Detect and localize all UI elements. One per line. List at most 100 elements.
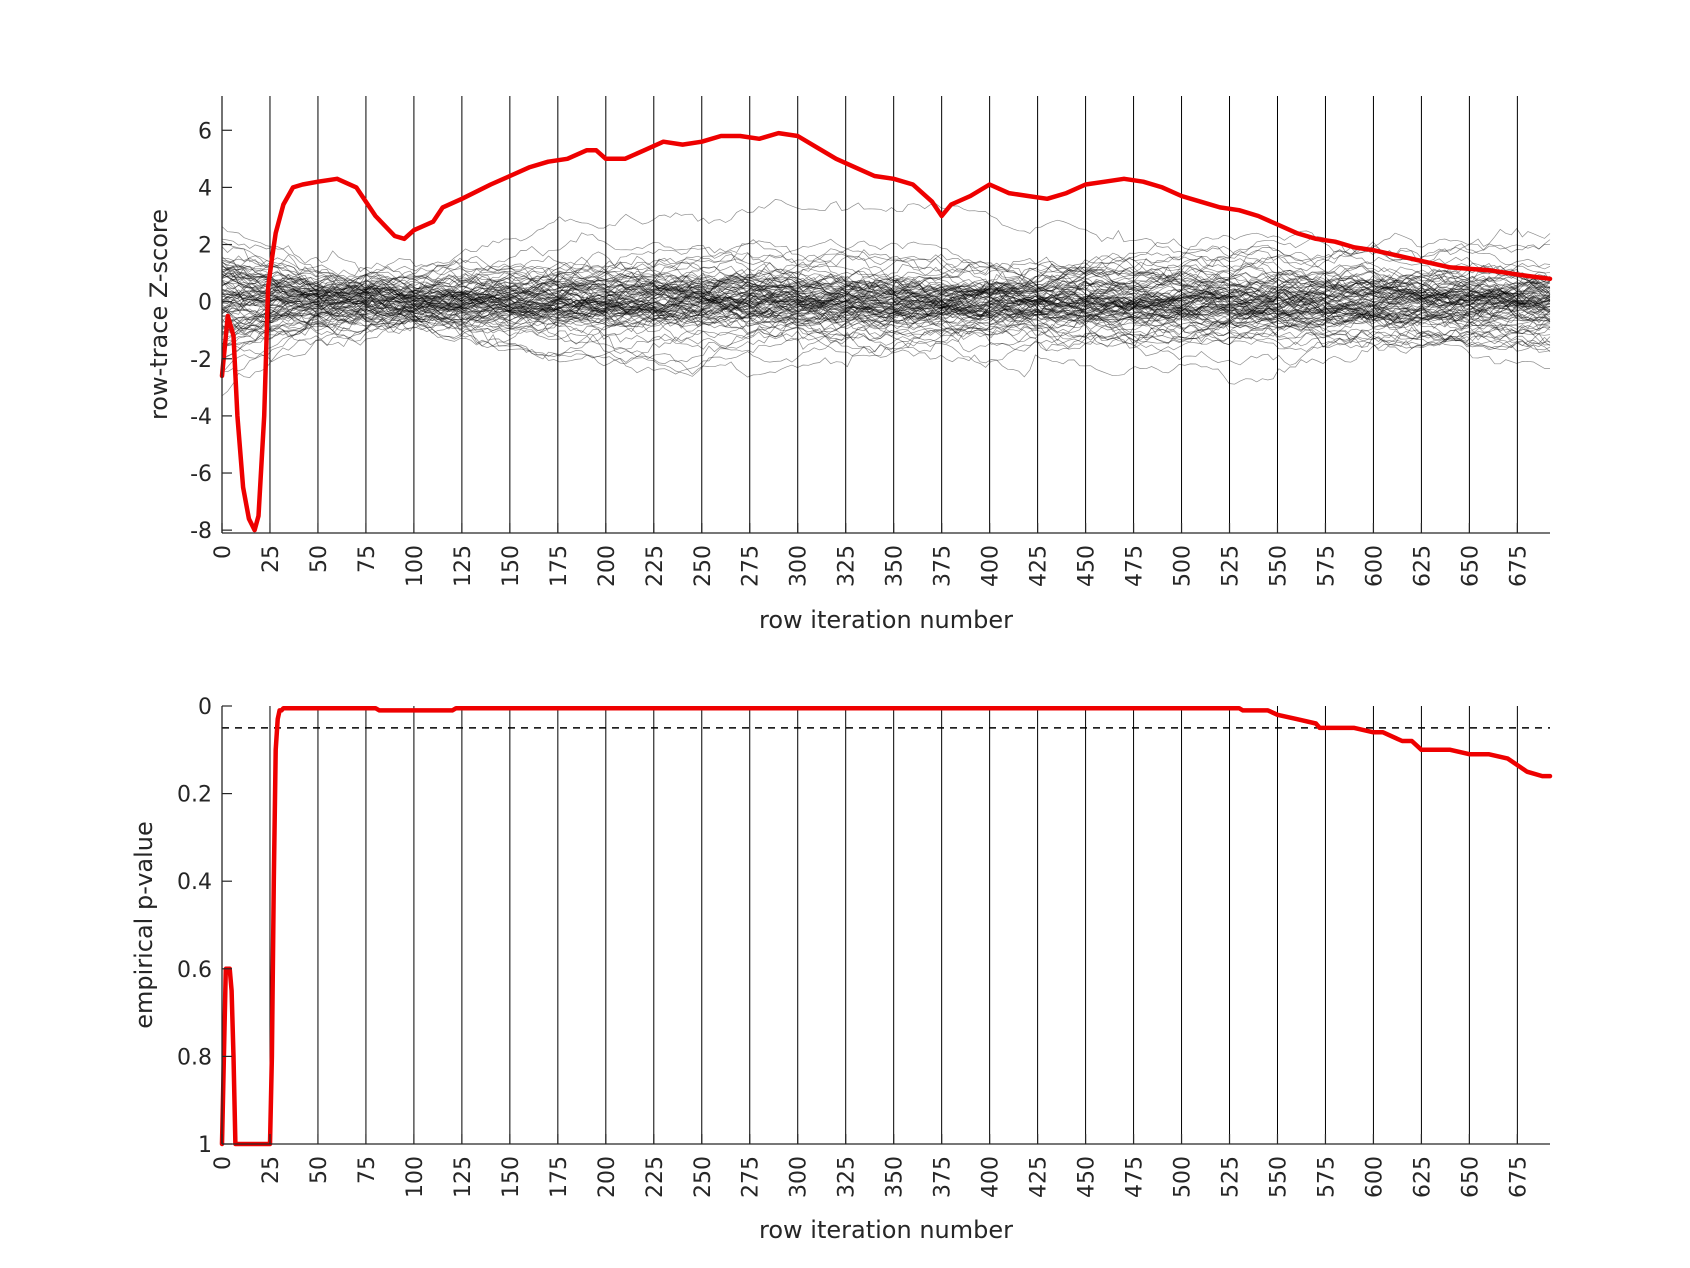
null-trace-line	[221, 255, 1551, 320]
null-trace-line	[221, 263, 1551, 308]
y-axis-label: empirical p-value	[130, 821, 158, 1029]
y-tick-label: 0.8	[177, 1045, 212, 1070]
null-trace-line	[221, 265, 1551, 320]
x-tick-label: 500	[1171, 545, 1196, 587]
x-tick-label: 50	[307, 545, 332, 573]
x-tick-label: 400	[979, 545, 1004, 587]
null-trace-line	[221, 281, 1551, 349]
null-trace-line	[221, 272, 1551, 337]
series-line	[219, 130, 1553, 533]
null-trace-line	[221, 265, 1551, 315]
x-tick-label: 625	[1410, 545, 1435, 587]
null-trace-line	[221, 257, 1550, 332]
null-trace-line	[221, 199, 1551, 284]
null-trace-line	[221, 277, 1551, 340]
null-trace-line	[221, 240, 1551, 309]
x-tick-label: 425	[1027, 545, 1052, 587]
null-trace-line	[221, 232, 1551, 308]
null-trace-line	[221, 269, 1551, 318]
null-trace-line	[221, 252, 1551, 309]
null-trace-line	[221, 289, 1551, 335]
x-tick-label: 300	[787, 545, 812, 587]
x-tick-label: 450	[1075, 545, 1100, 587]
null-trace-line	[221, 282, 1551, 333]
x-tick-label: 550	[1266, 1156, 1291, 1198]
null-trace-line	[221, 301, 1551, 368]
null-trace-line	[221, 265, 1551, 324]
null-trace-line	[221, 270, 1551, 331]
null-trace-line	[221, 246, 1551, 312]
null-trace-line	[221, 290, 1551, 362]
x-tick-label: 75	[355, 1156, 380, 1184]
y-axis-label: row-trace Z-score	[145, 209, 173, 420]
null-trace-line	[221, 277, 1551, 332]
null-trace-line	[221, 238, 1551, 327]
y-tick-labels: 0 0.2 0.4 0.6 0.8 1	[177, 695, 212, 1158]
null-trace-line	[221, 270, 1551, 322]
x-axis-label: row iteration number	[759, 606, 1013, 634]
null-trace-line	[221, 291, 1551, 345]
null-trace-line	[221, 261, 1551, 354]
null-trace-line	[221, 275, 1551, 335]
null-trace-line	[221, 292, 1551, 340]
x-tick-label: 0	[211, 1156, 236, 1170]
y-tick-label: -2	[190, 348, 212, 373]
x-tick-label: 625	[1410, 1156, 1435, 1198]
null-trace-line	[221, 283, 1551, 357]
null-trace-line	[221, 292, 1551, 397]
x-tick-label: 275	[739, 1156, 764, 1198]
x-tick-label: 125	[451, 545, 476, 587]
x-tick-label: 0	[211, 545, 236, 559]
null-trace-line	[221, 282, 1551, 349]
null-trace-line	[221, 282, 1551, 319]
x-tick-label: 675	[1506, 545, 1531, 587]
x-tick-labels: 0 25 50 75 100 125 150 175 200 225 250 275 300 325 350…	[211, 545, 1531, 587]
null-trace-line	[221, 277, 1551, 358]
null-trace-line	[221, 275, 1551, 335]
null-trace-line	[221, 267, 1551, 319]
y-tick-label: 0	[198, 695, 212, 720]
null-trace-line	[221, 295, 1551, 339]
null-trace-line	[221, 256, 1551, 324]
null-trace-line	[221, 239, 1551, 306]
x-tick-label: 575	[1314, 545, 1339, 587]
x-tick-label: 25	[259, 545, 284, 573]
null-trace-line	[221, 251, 1551, 311]
x-tick-label: 175	[547, 545, 572, 587]
null-trace-line	[221, 265, 1551, 349]
y-tick-label: -8	[190, 519, 212, 544]
null-trace-line	[221, 255, 1551, 330]
x-tick-label: 100	[403, 545, 428, 587]
x-tick-label: 225	[643, 1156, 668, 1198]
x-tick-label: 75	[355, 545, 380, 573]
x-tick-label: 400	[979, 1156, 1004, 1198]
x-tick-label: 275	[739, 545, 764, 587]
null-trace-line	[221, 286, 1551, 330]
x-tick-label: 575	[1314, 1156, 1339, 1198]
null-trace-line	[221, 265, 1551, 346]
null-trace-line	[221, 282, 1551, 375]
null-trace-line	[221, 275, 1551, 319]
x-tick-label: 200	[595, 1156, 620, 1198]
x-tick-label: 150	[499, 1156, 524, 1198]
null-trace-line	[221, 261, 1551, 318]
null-trace-line	[221, 259, 1551, 323]
null-trace-line	[221, 271, 1551, 336]
null-trace-line	[221, 279, 1551, 344]
null-trace-line	[222, 255, 1551, 340]
null-trace-line	[221, 271, 1551, 348]
x-tick-label: 175	[547, 1156, 572, 1198]
x-tick-label: 475	[1123, 545, 1148, 587]
x-tick-label: 150	[499, 545, 524, 587]
x-tick-label: 600	[1362, 1156, 1387, 1198]
x-tick-label: 125	[451, 1156, 476, 1198]
null-trace-line	[221, 226, 1551, 299]
x-tick-label: 350	[883, 1156, 908, 1198]
null-trace-line	[221, 286, 1551, 363]
y-tick-label: -4	[190, 405, 212, 430]
y-tick-label: 0.2	[177, 783, 212, 808]
gridlines	[269, 96, 1518, 533]
null-trace-line	[221, 289, 1550, 337]
x-tick-label: 675	[1506, 1156, 1531, 1198]
